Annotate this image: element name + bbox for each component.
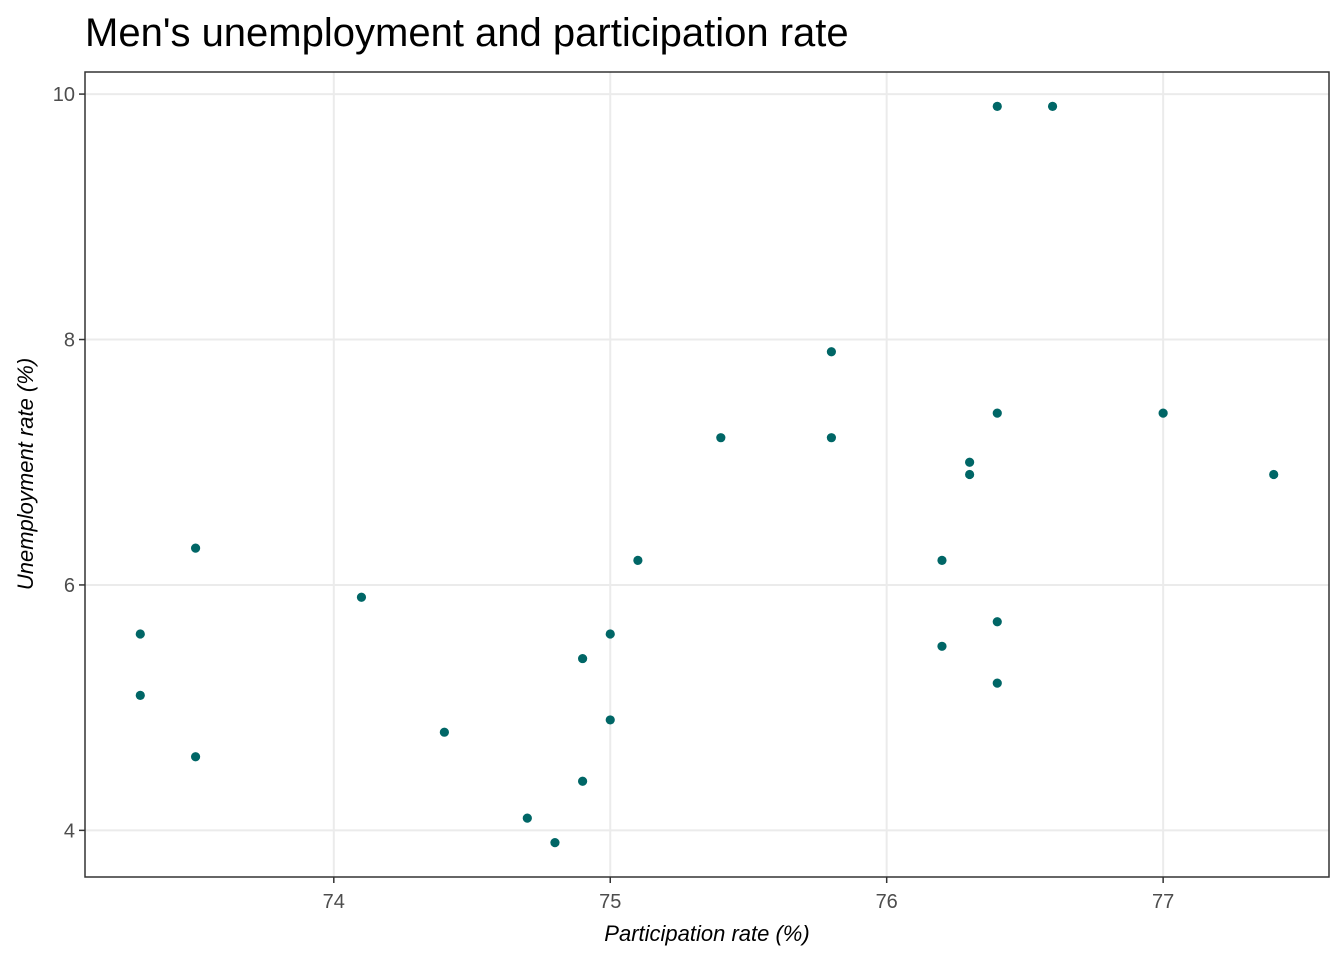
data-point (1269, 469, 1279, 480)
data-point (937, 641, 947, 651)
data-point (605, 629, 615, 639)
data-point (356, 592, 367, 602)
data-point (826, 433, 837, 443)
chart-title: Men's unemployment and participation rat… (85, 11, 849, 55)
data-point (135, 690, 145, 700)
data-point (965, 457, 975, 467)
y-tick-label: 10 (53, 84, 75, 106)
data-point (578, 653, 588, 664)
data-point (578, 776, 588, 786)
data-point (992, 101, 1002, 111)
plot-panel (84, 71, 1330, 878)
data-point (1158, 408, 1168, 418)
data-point (826, 347, 837, 357)
data-point (439, 727, 449, 737)
y-tick-label: 6 (64, 575, 75, 597)
y-tick-label: 8 (64, 330, 75, 352)
data-point (992, 617, 1002, 627)
gridlines (85, 72, 1329, 877)
x-axis-title: Participation rate (%) (604, 921, 809, 946)
data-point (135, 629, 145, 639)
x-tick-label: 75 (599, 891, 621, 913)
data-point (633, 555, 643, 565)
x-tick-label: 74 (323, 891, 345, 913)
data-point (937, 555, 947, 565)
y-axis-title: Unemployment rate (%) (13, 358, 38, 590)
data-point (522, 813, 532, 823)
data-point (550, 838, 560, 848)
data-point (190, 543, 201, 553)
x-tick-label: 76 (876, 891, 898, 913)
data-point (605, 715, 615, 725)
x-tick-label: 77 (1152, 891, 1174, 913)
data-point (965, 469, 975, 480)
y-tick-label: 4 (64, 820, 75, 842)
data-points (135, 101, 1279, 848)
axis-ticks: 74 75 76 77 4 6 8 10 (53, 84, 1175, 913)
data-point (1047, 101, 1058, 111)
data-point (992, 678, 1002, 688)
data-point (190, 752, 201, 762)
data-point (992, 408, 1002, 418)
data-point (716, 433, 726, 443)
